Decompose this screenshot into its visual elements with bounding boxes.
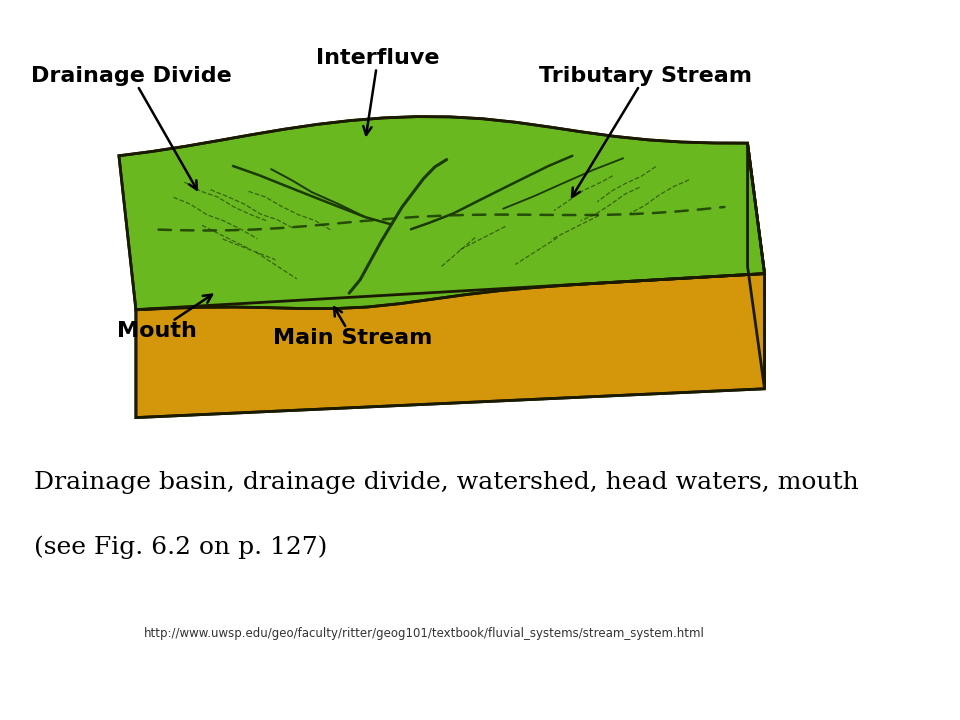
- Polygon shape: [136, 274, 764, 418]
- Text: Tributary Stream: Tributary Stream: [540, 66, 752, 197]
- Text: Drainage basin, drainage divide, watershed, head waters, mouth: Drainage basin, drainage divide, watersh…: [34, 471, 859, 494]
- Text: Interfluve: Interfluve: [316, 48, 440, 135]
- Text: Mouth: Mouth: [117, 294, 212, 341]
- Polygon shape: [748, 144, 764, 389]
- Text: (see Fig. 6.2 on p. 127): (see Fig. 6.2 on p. 127): [34, 536, 327, 559]
- Polygon shape: [119, 117, 764, 310]
- Text: Main Stream: Main Stream: [273, 307, 432, 348]
- Text: http://www.uwsp.edu/geo/faculty/ritter/geog101/textbook/fluvial_systems/stream_s: http://www.uwsp.edu/geo/faculty/ritter/g…: [144, 627, 706, 640]
- Text: Drainage Divide: Drainage Divide: [32, 66, 232, 189]
